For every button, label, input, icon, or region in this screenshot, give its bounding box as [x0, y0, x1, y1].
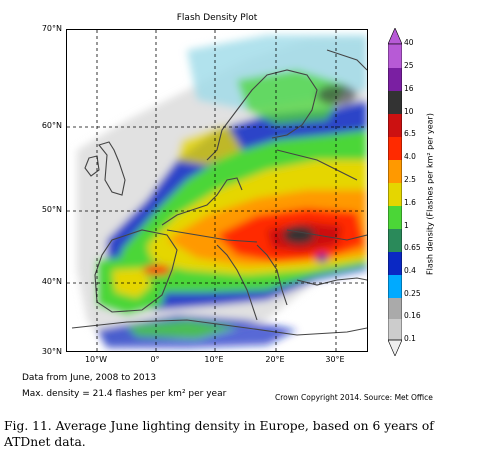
plot-title: Flash Density Plot: [176, 13, 258, 23]
cb-tick-10: 10: [404, 107, 414, 116]
cb-seg-4: [388, 137, 402, 160]
cb-tick-6-5: 6.5: [404, 129, 416, 138]
lon-label-20e: 20°E: [265, 355, 285, 364]
cb-tick-1-6: 1.6: [404, 198, 416, 207]
flash-density-map: [67, 30, 367, 351]
cb-tick-25: 25: [404, 61, 414, 70]
lat-label-30n: 30°N: [41, 347, 62, 356]
lat-label-60n: 60°N: [41, 121, 62, 130]
cb-tick-1: 1: [404, 221, 409, 230]
copyright-credit: Crown Copyright 2014. Source: Met Office: [275, 393, 433, 402]
colorbar-label: Flash density (Flashes per km² per year): [425, 113, 435, 275]
lon-label-10w: 10°W: [84, 355, 108, 364]
lon-label-0: 0°: [150, 355, 160, 364]
graticule: [67, 30, 367, 351]
cb-seg-8: [388, 229, 402, 252]
cb-tick-4-0: 4.0: [404, 152, 416, 161]
cb-tick-0-25: 0.25: [404, 289, 421, 298]
cb-seg-12: [388, 319, 402, 340]
cb-seg-6: [388, 183, 402, 206]
cb-seg-10: [388, 275, 402, 298]
cb-seg-11: [388, 298, 402, 319]
cb-seg-3: [388, 114, 402, 137]
colorbar-scale: [387, 27, 403, 357]
cb-tick-2-5: 2.5: [404, 175, 416, 184]
lon-label-10e: 10°E: [204, 355, 224, 364]
lat-label-50n: 50°N: [41, 205, 62, 214]
lon-label-30e: 30°E: [325, 355, 345, 364]
cb-tick-0-16: 0.16: [404, 311, 421, 320]
cb-tick-0-1: 0.1: [404, 334, 416, 343]
colorbar-top-arrow: [387, 27, 403, 45]
map-plot: [66, 29, 368, 352]
cb-seg-0: [388, 44, 402, 68]
figure-caption: Fig. 11. Average June lighting density i…: [4, 419, 434, 449]
figure: Flash Density Plot: [22, 13, 435, 402]
cb-tick-0-4: 0.4: [404, 266, 416, 275]
colorbar: [387, 27, 403, 357]
lat-label-70n: 70°N: [41, 24, 62, 33]
cb-tick-40: 40: [404, 38, 414, 47]
data-range-note: Data from June, 2008 to 2013: [22, 373, 157, 383]
cb-seg-1: [388, 68, 402, 91]
coastlines: [71, 49, 367, 336]
cb-seg-9: [388, 252, 402, 275]
max-density-note: Max. density = 21.4 flashes per km² per …: [22, 389, 227, 399]
density-field: [77, 35, 367, 348]
cb-seg-2: [388, 91, 402, 114]
cb-seg-5: [388, 160, 402, 183]
cb-tick-16: 16: [404, 84, 414, 93]
colorbar-bottom-arrow: [387, 339, 403, 357]
cb-tick-0-65: 0.65: [404, 243, 421, 252]
lat-label-40n: 40°N: [41, 277, 62, 286]
cb-seg-7: [388, 206, 402, 229]
